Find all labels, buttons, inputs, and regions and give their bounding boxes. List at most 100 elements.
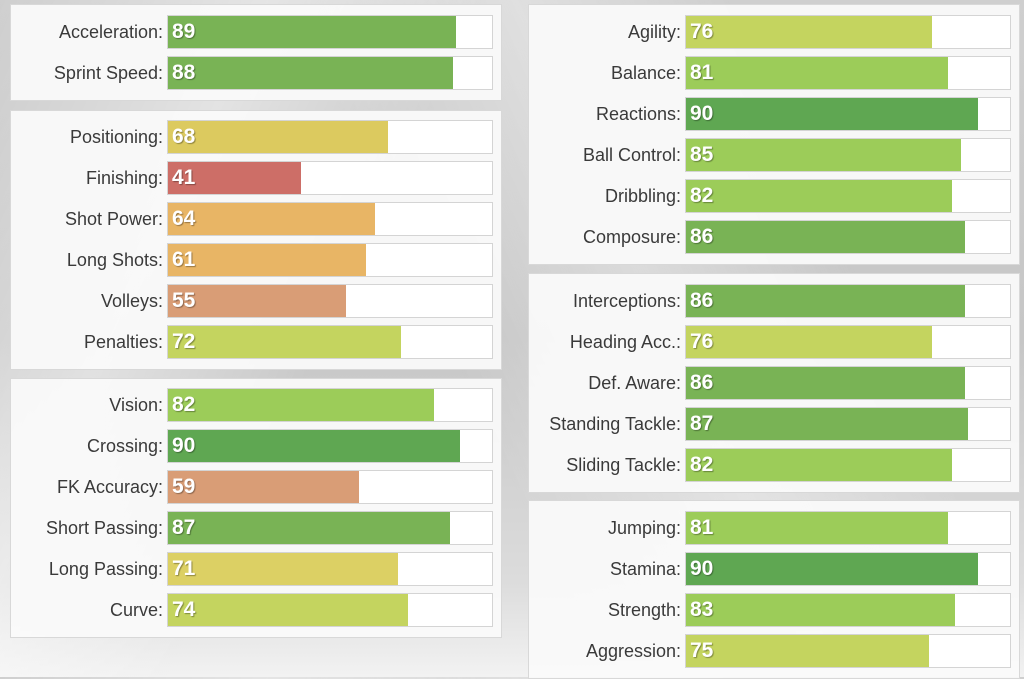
stat-bar-dribbling: 82 — [685, 179, 1011, 213]
stat-label-finishing: Finishing: — [85, 168, 163, 188]
stat-bar-long-shots: 61 — [167, 243, 493, 277]
stat-value: 64 — [172, 207, 196, 230]
stat-bar-fill — [686, 180, 952, 212]
stat-bar-fill — [686, 326, 933, 358]
stat-bar-fill — [686, 553, 978, 585]
stat-bar-fill — [168, 285, 347, 317]
stat-label-vision: Vision: — [109, 395, 163, 415]
stat-bar-finishing: 41 — [167, 161, 493, 195]
stat-value: 90 — [172, 434, 196, 457]
stat-label-crossing: Crossing: — [86, 436, 163, 456]
stat-value: 81 — [690, 516, 714, 539]
stat-bar-volleys: 55 — [167, 284, 493, 318]
stat-bar-reactions: 90 — [685, 97, 1011, 131]
stat-value: 87 — [172, 516, 196, 539]
stat-value: 88 — [172, 61, 196, 84]
stat-bar-heading-acc: 76 — [685, 325, 1011, 359]
stat-value: 81 — [690, 61, 714, 84]
stat-bar-fill — [686, 367, 965, 399]
stat-bar-fill — [168, 57, 454, 89]
stat-value: 82 — [172, 393, 196, 416]
stat-value: 68 — [172, 125, 196, 148]
stat-bar-jumping: 81 — [685, 511, 1011, 545]
stat-value: 76 — [690, 20, 714, 43]
stat-label-ball-control: Ball Control: — [582, 145, 681, 165]
stat-value: 87 — [690, 412, 714, 435]
stat-value: 75 — [690, 639, 714, 662]
stat-bar-sprint-speed: 88 — [167, 56, 493, 90]
stat-label-shot-power: Shot Power: — [64, 209, 163, 229]
stat-label-agility: Agility: — [627, 22, 681, 42]
stat-value: 82 — [690, 453, 714, 476]
stat-bar-fill — [168, 244, 366, 276]
stat-value: 83 — [690, 598, 714, 621]
stat-bar-aggression: 75 — [685, 634, 1011, 668]
stat-label-long-shots: Long Shots: — [66, 250, 163, 270]
stat-label-aggression: Aggression: — [585, 641, 681, 661]
stat-label-positioning: Positioning: — [69, 127, 163, 147]
stat-bar-fill — [168, 594, 408, 626]
stat-bar-standing-tackle: 87 — [685, 407, 1011, 441]
stat-bar-fill — [686, 57, 949, 89]
stat-label-penalties: Penalties: — [83, 332, 163, 352]
stat-bar-long-passing: 71 — [167, 552, 493, 586]
stat-bar-short-passing: 87 — [167, 511, 493, 545]
stat-bar-vision: 82 — [167, 388, 493, 422]
stat-bar-positioning: 68 — [167, 120, 493, 154]
stat-bar-fill — [168, 553, 399, 585]
stat-bar-fill — [686, 408, 968, 440]
stat-bar-fill — [168, 16, 457, 48]
stat-label-acceleration: Acceleration: — [58, 22, 163, 42]
stat-value: 86 — [690, 371, 714, 394]
stat-value: 82 — [690, 184, 714, 207]
stat-bar-fill — [168, 162, 301, 194]
stat-value: 85 — [690, 143, 714, 166]
stat-bar-def-aware: 86 — [685, 366, 1011, 400]
stat-label-jumping: Jumping: — [607, 518, 681, 538]
stat-bar-fill — [686, 285, 965, 317]
stat-label-curve: Curve: — [109, 600, 163, 620]
stat-bar-fill — [168, 121, 389, 153]
stat-label-stamina: Stamina: — [609, 559, 681, 579]
stat-bar-fill — [686, 512, 949, 544]
stat-value: 74 — [172, 598, 196, 621]
stat-label-long-passing: Long Passing: — [48, 559, 163, 579]
stat-bar-fill — [168, 471, 360, 503]
stat-label-sliding-tackle: Sliding Tackle: — [566, 455, 681, 475]
stat-label-fk-accuracy: FK Accuracy: — [56, 477, 163, 497]
stat-bar-fill — [686, 221, 965, 253]
stat-value: 59 — [172, 475, 196, 498]
stat-value: 76 — [690, 330, 714, 353]
stat-value: 89 — [172, 20, 196, 43]
stat-label-def-aware: Def. Aware: — [588, 373, 681, 393]
stat-bar-fill — [686, 635, 929, 667]
stat-label-sprint-speed: Sprint Speed: — [53, 63, 163, 83]
stat-label-balance: Balance: — [610, 63, 681, 83]
stat-label-standing-tackle: Standing Tackle: — [549, 414, 681, 434]
stat-bar-balance: 81 — [685, 56, 1011, 90]
stat-label-dribbling: Dribbling: — [604, 186, 681, 206]
stat-bar-acceleration: 89 — [167, 15, 493, 49]
stat-value: 86 — [690, 289, 714, 312]
stat-bar-strength: 83 — [685, 593, 1011, 627]
stat-value: 86 — [690, 225, 714, 248]
stat-bar-fill — [168, 389, 434, 421]
stat-value: 61 — [172, 248, 196, 271]
stat-bar-fk-accuracy: 59 — [167, 470, 493, 504]
stat-bar-crossing: 90 — [167, 429, 493, 463]
stat-value: 90 — [690, 102, 714, 125]
stat-value: 41 — [172, 166, 196, 189]
stat-bar-penalties: 72 — [167, 325, 493, 359]
stat-value: 90 — [690, 557, 714, 580]
stat-bar-fill — [168, 326, 402, 358]
stat-label-short-passing: Short Passing: — [45, 518, 163, 538]
stat-label-heading-acc: Heading Acc.: — [569, 332, 681, 352]
stat-bar-fill — [686, 98, 978, 130]
stat-bar-fill — [168, 430, 460, 462]
stat-label-interceptions: Interceptions: — [572, 291, 681, 311]
stat-bar-composure: 86 — [685, 220, 1011, 254]
stat-bar-fill — [168, 512, 450, 544]
stat-value: 72 — [172, 330, 196, 353]
stat-bar-shot-power: 64 — [167, 202, 493, 236]
stat-bar-interceptions: 86 — [685, 284, 1011, 318]
